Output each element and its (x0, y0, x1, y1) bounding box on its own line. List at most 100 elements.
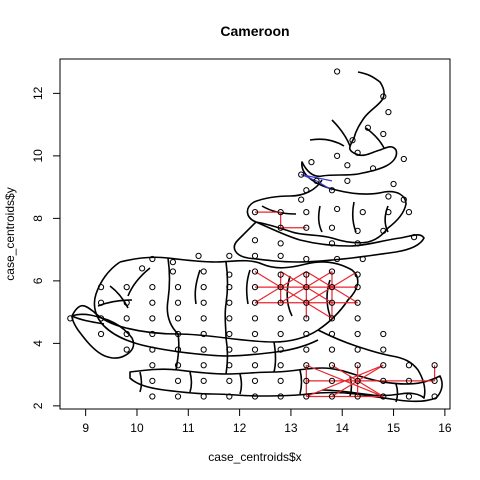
centroid-point (328, 346, 336, 353)
centroid-points (67, 68, 438, 400)
centroid-point (334, 255, 341, 263)
y-tick-label: 4 (31, 340, 45, 347)
centroid-point (174, 393, 182, 400)
centroid-point (385, 109, 392, 116)
region-boundary-inner-b (139, 369, 399, 403)
centroid-point (354, 393, 361, 400)
centroid-point (149, 330, 156, 338)
centroid-point (303, 255, 310, 263)
centroid-point (303, 299, 310, 306)
centroid-point (123, 346, 130, 353)
centroid-point (303, 284, 310, 291)
y-tick-label: 10 (31, 149, 45, 163)
centroid-point (303, 187, 310, 194)
x-tick-label: 15 (387, 421, 401, 435)
centroid-point (354, 346, 361, 353)
centroid-point (277, 271, 284, 278)
centroid-point (251, 209, 259, 216)
centroid-point (303, 315, 310, 322)
centroid-point (226, 299, 233, 306)
centroid-point (67, 315, 74, 322)
region-boundary-southwest (71, 313, 135, 359)
centroid-point (97, 330, 105, 338)
centroid-point (200, 362, 207, 369)
centroid-point (328, 299, 336, 306)
centroid-point (174, 362, 182, 369)
x-axis-label: case_centroids$x (208, 450, 301, 464)
y-axis: 2 4 6 8 10 12 (31, 86, 61, 409)
centroid-point (380, 227, 387, 234)
centroid-point (174, 330, 182, 338)
centroid-point (226, 284, 233, 291)
centroid-point (251, 330, 259, 338)
region-boundary-north (246, 71, 407, 244)
centroid-point (277, 330, 284, 338)
centroid-point (149, 255, 156, 263)
centroid-point (277, 393, 284, 400)
centroid-point (354, 315, 361, 322)
centroid-point (405, 209, 413, 216)
centroid-point (226, 315, 233, 322)
x-tick-label: 10 (130, 421, 144, 435)
centroid-point (149, 284, 156, 291)
centroid-point (97, 299, 105, 306)
centroid-point (251, 299, 259, 306)
centroid-point (251, 377, 259, 384)
centroid-point (354, 284, 361, 291)
centroid-point (97, 284, 105, 291)
centroid-point (174, 284, 182, 291)
centroid-point (344, 162, 351, 169)
centroid-point (385, 209, 392, 216)
centroid-point (174, 346, 182, 353)
centroid-point (400, 155, 407, 163)
centroid-point (380, 362, 387, 369)
centroid-point (405, 377, 413, 384)
centroid-point (149, 346, 156, 353)
centroid-point (226, 252, 233, 259)
centroid-point (123, 330, 130, 338)
centroid-point (354, 377, 361, 384)
centroid-point (308, 159, 315, 166)
centroid-point (354, 362, 361, 369)
centroid-point (200, 393, 207, 400)
centroid-point (313, 177, 320, 184)
centroid-point (174, 299, 182, 306)
centroid-point (251, 393, 259, 400)
centroid-point (354, 330, 361, 338)
centroid-point (123, 284, 130, 291)
centroid-point (354, 149, 361, 156)
centroid-point (277, 240, 284, 247)
centroid-point (385, 193, 392, 200)
region-boundary-northwest (97, 267, 331, 317)
x-tick-label: 11 (182, 421, 195, 435)
centroid-point (277, 346, 284, 353)
centroid-point (380, 346, 387, 353)
centroid-point (277, 299, 284, 306)
centroid-point (328, 240, 336, 247)
centroid-point (380, 330, 387, 338)
centroid-point (123, 299, 130, 306)
centroid-point (251, 237, 259, 244)
centroid-point (277, 224, 284, 231)
centroid-point (390, 180, 397, 188)
centroid-point (251, 362, 259, 369)
centroid-point (97, 315, 105, 322)
centroid-point (328, 224, 336, 231)
centroid-point (354, 240, 361, 247)
centroid-point (303, 271, 310, 278)
centroid-point (380, 130, 387, 138)
centroid-point (328, 393, 336, 400)
centroid-point (277, 284, 284, 291)
y-tick-label: 8 (31, 215, 45, 222)
y-tick-label: 12 (31, 86, 45, 100)
centroid-point (400, 196, 407, 203)
x-tick-label: 9 (82, 421, 89, 435)
centroid-point (174, 377, 182, 384)
centroid-point (277, 209, 284, 216)
centroid-point (303, 346, 310, 353)
centroid-point (226, 393, 233, 400)
centroid-point (364, 124, 371, 131)
centroid-point (380, 93, 387, 100)
